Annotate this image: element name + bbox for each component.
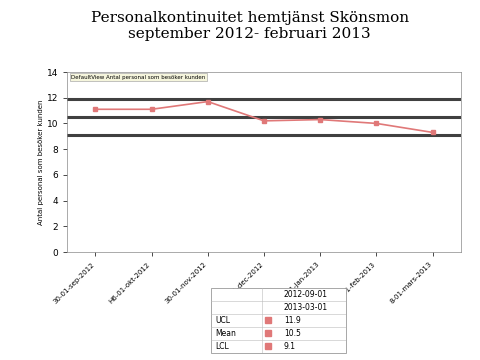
- Text: Mean: Mean: [215, 329, 236, 338]
- Text: LCL: LCL: [215, 342, 229, 351]
- X-axis label: Datum: Datum: [250, 306, 278, 315]
- FancyBboxPatch shape: [211, 288, 346, 353]
- Text: 10.5: 10.5: [284, 329, 300, 338]
- Text: DefaultView Antal personal som besöker kunden: DefaultView Antal personal som besöker k…: [71, 75, 205, 80]
- Text: 2012-09-01: 2012-09-01: [284, 290, 328, 299]
- Text: 11.9: 11.9: [284, 316, 300, 325]
- Text: 9.1: 9.1: [284, 342, 296, 351]
- Text: UCL: UCL: [215, 316, 230, 325]
- Y-axis label: Antal personal som besöker kunden: Antal personal som besöker kunden: [38, 99, 44, 225]
- Text: Personalkontinuitet hemtjänst Skönsmon
september 2012- februari 2013: Personalkontinuitet hemtjänst Skönsmon s…: [91, 11, 408, 41]
- Text: 2013-03-01: 2013-03-01: [284, 303, 328, 312]
